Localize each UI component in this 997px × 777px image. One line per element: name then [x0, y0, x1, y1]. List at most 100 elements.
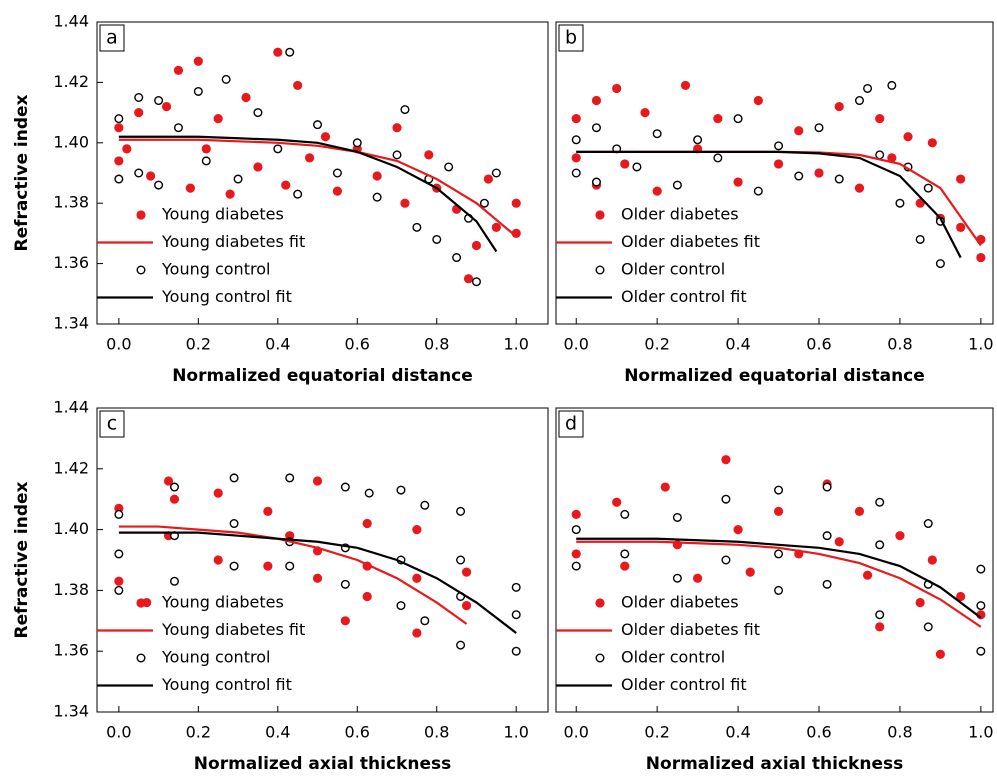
data-point: [173, 123, 183, 133]
data-point: [372, 171, 382, 181]
data-point: [213, 114, 223, 124]
data-point: [444, 162, 454, 172]
legend-marker: [595, 210, 605, 220]
data-point: [620, 561, 630, 571]
data-point: [114, 549, 124, 559]
data-point: [491, 222, 501, 232]
data-point: [491, 168, 501, 178]
data-point: [774, 549, 784, 559]
data-point: [956, 174, 966, 184]
data-point: [114, 576, 124, 586]
data-point: [887, 80, 897, 90]
data-point: [733, 114, 743, 124]
data-point: [822, 579, 832, 589]
panel-label: b: [565, 27, 577, 49]
legend-marker: [595, 598, 605, 608]
data-point: [680, 80, 691, 91]
legend-marker: [595, 653, 605, 663]
panel-label-box: [558, 410, 584, 438]
data-point: [320, 132, 331, 142]
data-point: [632, 162, 642, 172]
data-point: [854, 96, 864, 106]
data-point: [903, 132, 913, 142]
data-point: [114, 174, 124, 184]
data-point: [895, 198, 905, 208]
y-tick-label: 1.36: [53, 253, 89, 272]
data-point: [169, 576, 179, 586]
legend-label: Young control fit: [161, 287, 292, 306]
data-point: [571, 114, 581, 124]
data-point: [774, 485, 784, 495]
x-axis-label: Normalized axial thickness: [646, 754, 903, 774]
y-axis-label: Refractive index: [12, 94, 32, 251]
data-point: [875, 540, 885, 550]
data-point: [672, 180, 682, 190]
panel-label: a: [106, 27, 118, 49]
data-point: [233, 174, 243, 184]
data-point: [193, 56, 203, 66]
data-point: [213, 488, 223, 498]
data-point: [612, 497, 622, 507]
legend-label: Young diabetes: [161, 593, 284, 612]
data-point: [273, 144, 283, 154]
x-tick-label: 0.8: [887, 335, 912, 354]
panel-label-box: [558, 24, 584, 52]
data-point: [875, 150, 885, 160]
panel-label-box: [99, 410, 125, 438]
data-point: [471, 277, 481, 287]
data-point: [281, 180, 291, 190]
plot-frame: [96, 407, 549, 713]
x-axis-label: Normalized equatorial distance: [172, 366, 473, 386]
plot-frame: [96, 21, 549, 325]
data-point: [456, 555, 466, 565]
data-point: [927, 138, 937, 148]
data-point: [652, 186, 662, 196]
data-point: [923, 622, 933, 632]
data-point: [229, 473, 239, 483]
data-point: [424, 150, 434, 160]
data-point: [721, 455, 731, 465]
data-point: [733, 177, 743, 187]
data-point: [862, 570, 873, 580]
data-point: [173, 65, 184, 75]
data-point: [483, 174, 493, 184]
data-point: [253, 162, 263, 172]
data-point: [976, 601, 986, 611]
data-point: [660, 482, 670, 492]
data-point: [640, 108, 650, 118]
data-point: [571, 168, 581, 178]
data-point: [114, 509, 124, 519]
x-tick-label: 0.8: [887, 723, 912, 742]
data-point: [340, 616, 350, 626]
data-point: [452, 253, 462, 263]
legend-label: Young control: [161, 260, 270, 279]
fit-line: [576, 150, 962, 259]
data-point: [935, 259, 945, 269]
data-point: [114, 114, 124, 124]
data-point: [225, 189, 235, 199]
y-tick-label: 1.38: [53, 580, 89, 599]
data-point: [312, 573, 323, 583]
data-point: [854, 506, 865, 516]
panel: 0.0 0.2 0.4 0.6 0.8 1.0 Normalized equatorial …: [555, 21, 994, 386]
data-point: [185, 183, 195, 193]
data-point: [285, 561, 295, 571]
data-point: [193, 86, 203, 96]
data-point: [313, 120, 323, 130]
legend-marker: [595, 265, 605, 275]
data-point: [620, 549, 630, 559]
data-point: [134, 92, 144, 102]
data-point: [420, 616, 430, 626]
x-tick-label: 0.0: [564, 335, 589, 354]
data-point: [201, 144, 211, 154]
x-tick-label: 0.0: [564, 723, 589, 742]
data-point: [794, 126, 804, 136]
x-tick-label: 0.4: [265, 723, 290, 742]
x-tick-label: 0.6: [345, 723, 370, 742]
data-point: [412, 525, 422, 535]
legend-label: Older diabetes: [621, 593, 739, 612]
y-tick-label: 1.40: [53, 132, 89, 151]
data-point: [253, 108, 263, 118]
